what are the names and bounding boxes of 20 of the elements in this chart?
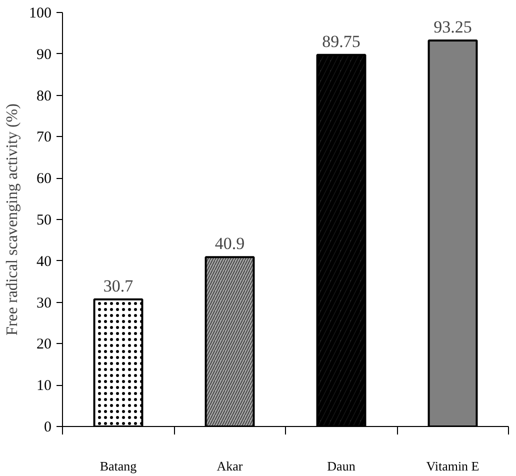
y-tick-label: 0 [44, 420, 52, 436]
y-tick-label: 90 [36, 46, 52, 63]
y-axis-title: Free radical scavenging activity (%) [4, 104, 21, 336]
data-label: 93.25 [434, 17, 472, 36]
y-tick-label: 30 [36, 295, 52, 312]
x-tick-label: Vitamin E [426, 458, 480, 474]
x-tick-label: Akar [216, 458, 244, 474]
y-tick-label: 60 [36, 171, 52, 188]
y-tick-label: 40 [36, 254, 52, 270]
data-label: 89.75 [322, 32, 360, 51]
x-tick-label: Batang [100, 458, 138, 474]
y-tick-label: 80 [36, 88, 52, 104]
data-label: 30.7 [103, 276, 134, 296]
y-tick-label: 20 [36, 336, 52, 353]
x-tick-label: Daun [327, 458, 356, 474]
y-tick-label: 50 [36, 212, 52, 228]
y-tick-label: 70 [36, 130, 52, 146]
data-label: 40.9 [214, 234, 245, 254]
y-tick-label: 100 [29, 6, 52, 22]
y-tick-label: 10 [36, 378, 52, 394]
